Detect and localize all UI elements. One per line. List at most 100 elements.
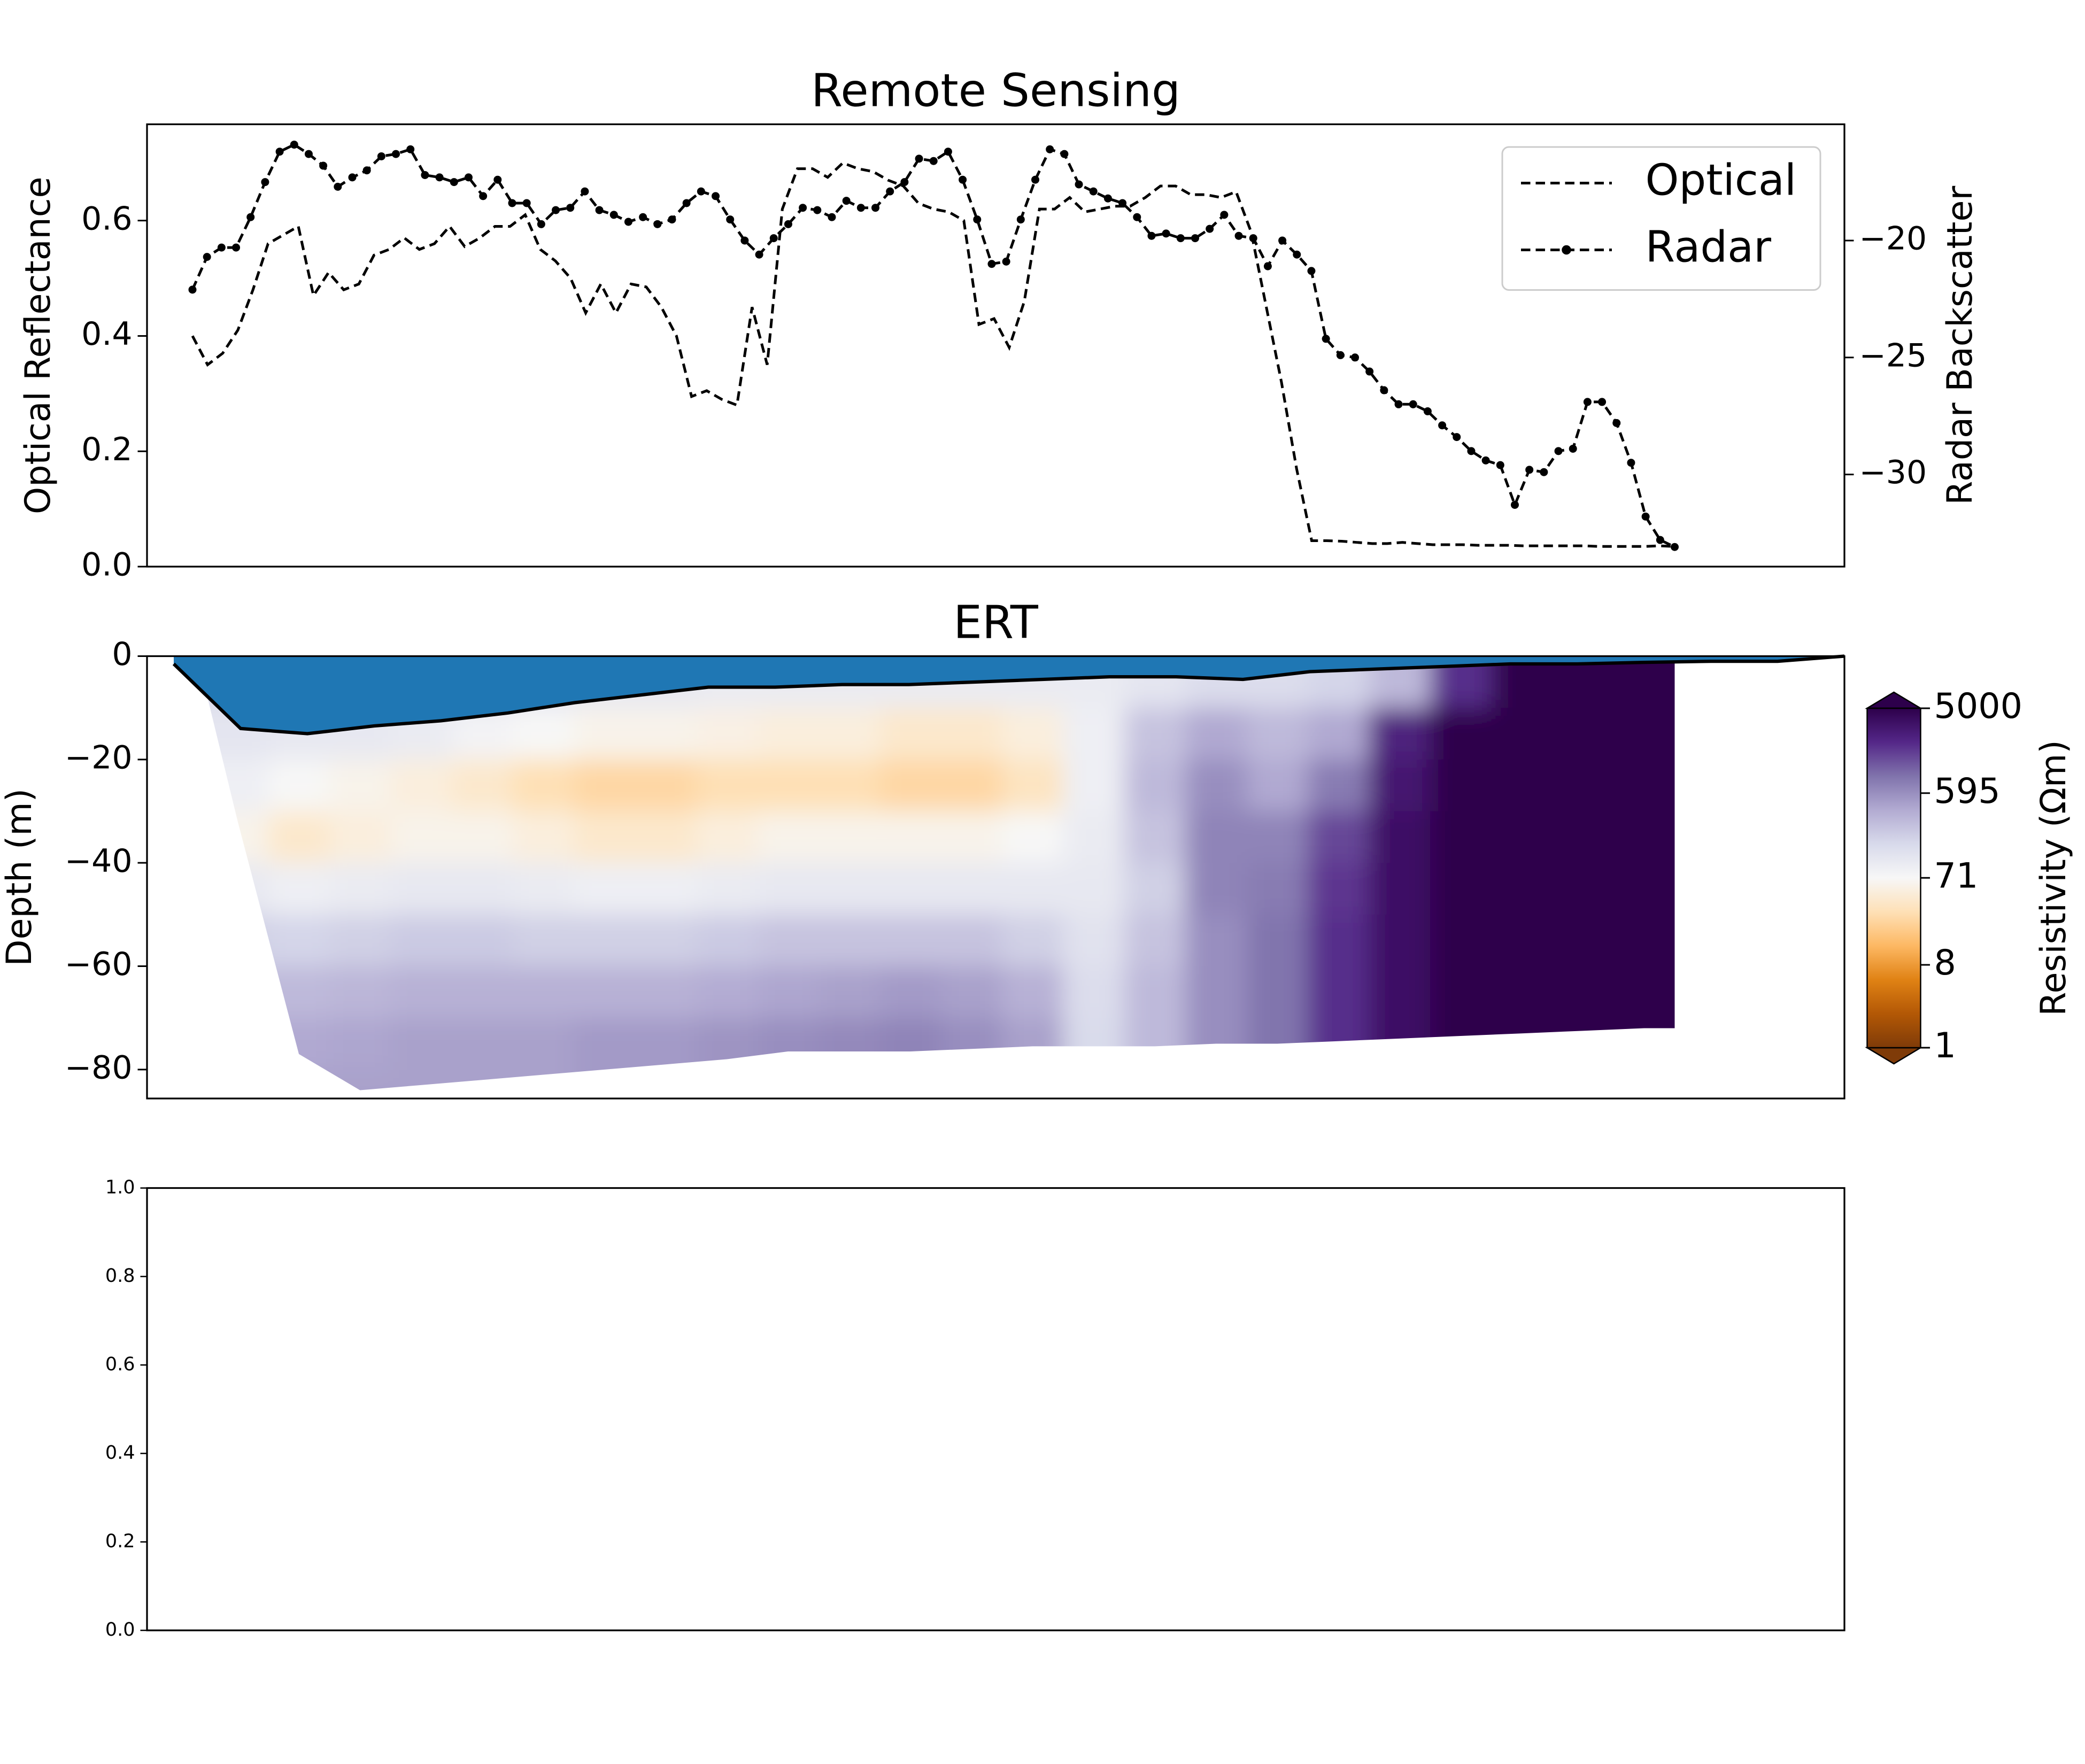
cell xyxy=(879,966,942,1019)
marker xyxy=(1453,433,1461,442)
cell xyxy=(635,1069,697,1090)
marker xyxy=(566,204,575,212)
cell xyxy=(1491,863,1553,916)
marker xyxy=(1249,234,1257,243)
cell xyxy=(635,1018,697,1071)
cell xyxy=(1185,1018,1248,1071)
cell xyxy=(1430,1069,1492,1090)
y-tick-label: 0.2 xyxy=(81,431,132,468)
water xyxy=(174,656,1844,734)
y-tick-label: 1.0 xyxy=(105,1177,135,1198)
marker xyxy=(392,150,400,158)
cell xyxy=(207,1069,269,1090)
cell xyxy=(1613,914,1675,967)
cell xyxy=(818,1018,881,1071)
cell xyxy=(1308,914,1370,967)
cell xyxy=(757,863,820,916)
cell xyxy=(1308,811,1370,864)
cell xyxy=(879,708,942,761)
cell xyxy=(390,1018,453,1071)
marker xyxy=(246,213,255,221)
marker xyxy=(1351,353,1360,362)
cell xyxy=(635,914,697,967)
cell xyxy=(1308,863,1370,916)
marker xyxy=(726,215,735,224)
cell xyxy=(1552,759,1615,812)
cell xyxy=(513,759,575,812)
ert-title: ERT xyxy=(953,596,1039,649)
marker xyxy=(668,215,676,224)
marker xyxy=(842,197,851,205)
cell xyxy=(1308,966,1370,1019)
cell xyxy=(207,811,269,864)
marker xyxy=(1234,231,1243,240)
cell xyxy=(452,811,514,864)
y-tick-label: −80 xyxy=(65,1049,133,1086)
cell xyxy=(1613,662,1675,709)
cell xyxy=(941,914,1003,967)
cell xyxy=(329,1069,391,1090)
cell xyxy=(329,966,391,1019)
cell xyxy=(1430,914,1492,967)
marker xyxy=(900,178,909,187)
marker xyxy=(188,285,197,294)
cell xyxy=(207,914,269,967)
marker xyxy=(856,204,865,212)
cell xyxy=(452,863,514,916)
cell xyxy=(879,811,942,864)
cell xyxy=(1063,811,1125,864)
marker xyxy=(1627,459,1635,467)
cell xyxy=(329,914,391,967)
cell xyxy=(1369,811,1431,864)
y-axis-label: Depth (m) xyxy=(0,788,40,966)
marker xyxy=(624,218,632,226)
cell xyxy=(635,811,697,864)
cell xyxy=(1552,811,1615,864)
cell xyxy=(1491,1018,1553,1071)
cell xyxy=(1124,1069,1186,1090)
marker xyxy=(1133,213,1141,221)
marker xyxy=(493,175,502,184)
cell xyxy=(1369,708,1431,761)
cell xyxy=(1613,966,1675,1019)
marker xyxy=(362,166,371,175)
cell xyxy=(207,759,269,812)
cell xyxy=(207,863,269,916)
cell xyxy=(757,1018,820,1071)
cell xyxy=(1246,1018,1309,1071)
legend-label: Radar xyxy=(1646,222,1772,272)
marker xyxy=(508,199,516,207)
y-tick-label: 0.4 xyxy=(105,1442,135,1464)
cell xyxy=(1185,863,1248,916)
y-tick-label: 0.0 xyxy=(81,546,132,584)
marker xyxy=(479,192,488,200)
colorbar-tick-label: 595 xyxy=(1934,771,2001,811)
cell xyxy=(1369,1018,1431,1071)
marker xyxy=(1089,187,1098,196)
marker xyxy=(377,152,385,160)
cell xyxy=(1246,863,1309,916)
cell xyxy=(513,863,575,916)
marker xyxy=(915,154,923,163)
cell xyxy=(1124,759,1186,812)
cell xyxy=(696,966,759,1019)
cell xyxy=(1185,759,1248,812)
y-tick-label: −20 xyxy=(65,739,133,776)
marker xyxy=(1481,456,1490,465)
cell xyxy=(635,966,697,1019)
marker xyxy=(1002,257,1010,266)
marker xyxy=(1569,444,1577,453)
marker xyxy=(275,148,284,156)
axes-frame xyxy=(146,655,1845,1100)
marker xyxy=(1103,194,1112,203)
y2-tick-label: −25 xyxy=(1859,337,1927,374)
cell xyxy=(1002,1018,1064,1071)
cell xyxy=(1002,966,1064,1019)
marker xyxy=(1598,398,1607,406)
cell xyxy=(513,708,575,761)
water-line xyxy=(172,654,1845,736)
marker xyxy=(784,220,792,228)
cell xyxy=(1552,966,1615,1019)
cell xyxy=(818,708,881,761)
colorbar-tick-label: 8 xyxy=(1934,943,1956,983)
